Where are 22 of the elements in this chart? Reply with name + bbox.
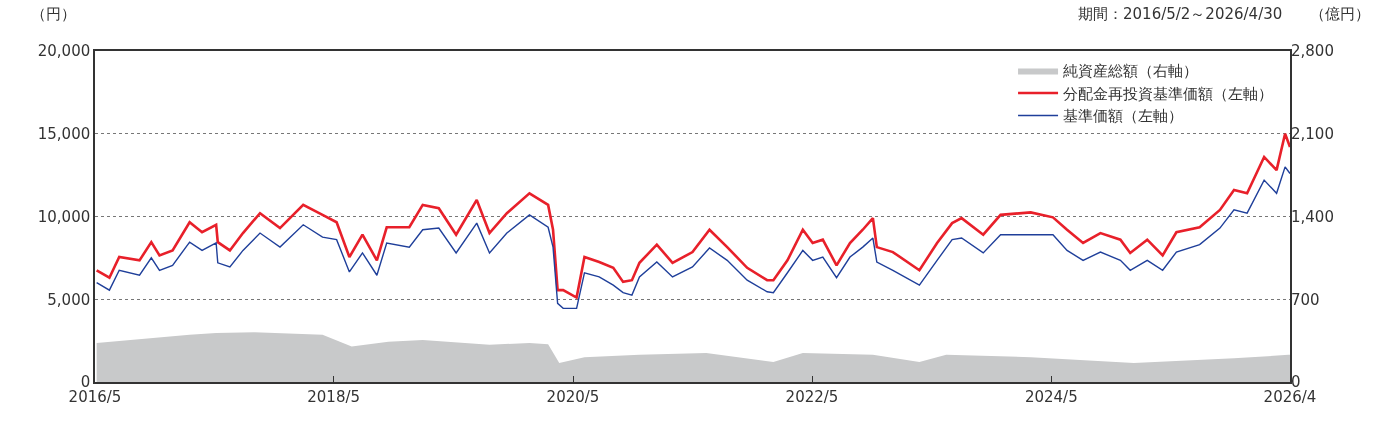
line-series xyxy=(95,166,1290,310)
y2-tick-label: 700 xyxy=(1291,290,1320,309)
y2-tick-label: 2,800 xyxy=(1291,42,1334,61)
y-tick-label: 10,000 xyxy=(37,207,91,226)
y2-tick-label: 1,400 xyxy=(1291,207,1334,226)
legend-label: 純資産総額（右軸） xyxy=(1063,62,1199,81)
x-tick-label: 2020/5 xyxy=(546,387,600,406)
y-tick-label: 20,000 xyxy=(37,42,91,61)
x-tick-label: 2022/5 xyxy=(785,387,839,406)
text: 期間：2016/5/2～2026/4/30 xyxy=(1078,5,1283,23)
legend-label: 分配金再投資基準価額（左軸） xyxy=(1063,84,1274,103)
x-tick-label: 2018/5 xyxy=(307,387,361,406)
y2-axis-title: （億円） xyxy=(1310,5,1370,23)
y-axis-title: （円） xyxy=(31,5,76,23)
x-tick-label: 2024/5 xyxy=(1024,387,1078,406)
y-tick-label: 5,000 xyxy=(47,290,91,309)
x-tick-label: 2016/5 xyxy=(68,387,122,406)
legend-label: 基準価額（左軸） xyxy=(1063,107,1184,126)
x-tick-label: 2026/4 xyxy=(1263,387,1317,406)
y2-tick-label: 2,100 xyxy=(1291,125,1334,143)
line-series xyxy=(95,132,1290,299)
y-tick-label: 15,000 xyxy=(37,125,91,143)
